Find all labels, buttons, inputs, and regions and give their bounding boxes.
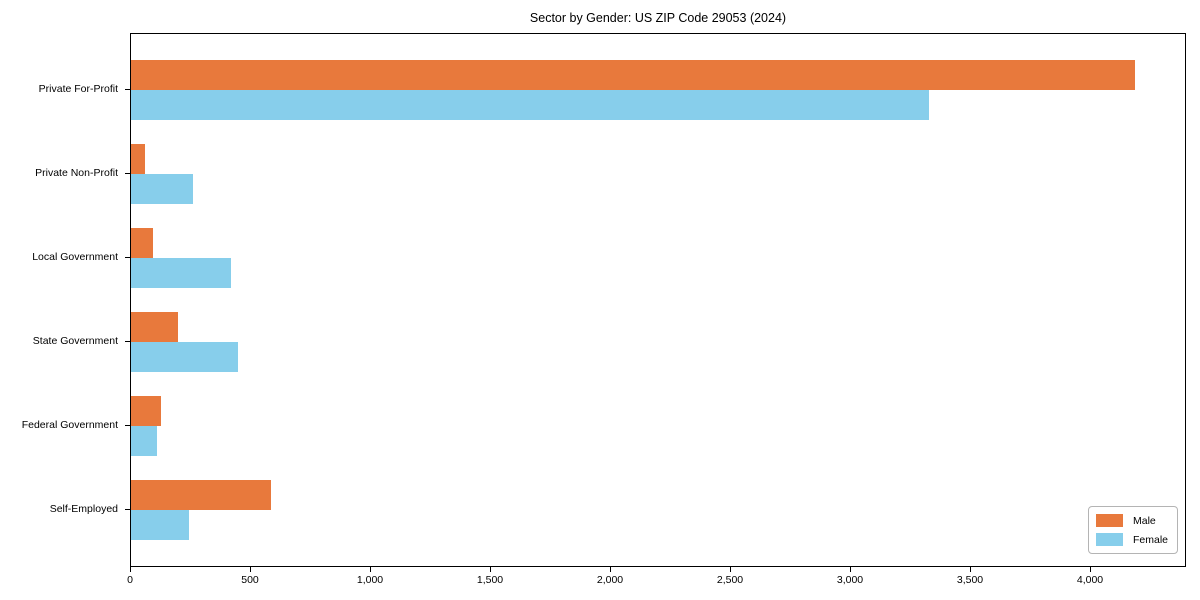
bar-female-2 xyxy=(131,258,231,288)
bar-female-5 xyxy=(131,510,189,540)
x-axis-tick-label-0: 0 xyxy=(127,574,133,586)
y-axis-label-0: Private For-Profit xyxy=(38,83,118,95)
legend-label-male: Male xyxy=(1133,514,1156,527)
bar-female-4 xyxy=(131,426,157,456)
bar-male-3 xyxy=(131,312,178,342)
legend: Male Female xyxy=(1088,506,1178,554)
x-tick-mark xyxy=(249,567,251,572)
x-axis-tick-label-2: 1,000 xyxy=(356,574,384,586)
x-axis-tick-label-7: 3,500 xyxy=(956,574,984,586)
x-axis-tick-label-4: 2,000 xyxy=(596,574,624,586)
legend-label-female: Female xyxy=(1133,533,1169,546)
y-axis-label-2: Local Government xyxy=(32,251,118,263)
x-tick-mark xyxy=(969,567,971,572)
x-tick-mark xyxy=(729,567,731,572)
x-axis-tick-label-5: 2,500 xyxy=(716,574,744,586)
y-tick-mark xyxy=(125,424,130,426)
x-axis-tick-label-6: 3,000 xyxy=(836,574,864,586)
male-color-swatch xyxy=(1096,514,1123,527)
female-color-swatch xyxy=(1096,533,1123,546)
bar-female-1 xyxy=(131,174,193,204)
x-axis-tick-label-8: 4,000 xyxy=(1076,574,1104,586)
bar-female-3 xyxy=(131,342,238,372)
y-tick-mark xyxy=(125,88,130,90)
chart-title: Sector by Gender: US ZIP Code 29053 (202… xyxy=(529,11,787,25)
y-tick-mark xyxy=(125,340,130,342)
bar-male-0 xyxy=(131,60,1135,90)
legend-item-male: Male xyxy=(1096,513,1169,528)
y-axis-label-5: Self-Employed xyxy=(49,503,118,515)
x-tick-mark xyxy=(369,567,371,572)
bar-female-0 xyxy=(131,90,929,120)
y-tick-mark xyxy=(125,172,130,174)
x-axis-tick-label-1: 500 xyxy=(241,574,259,586)
bar-male-1 xyxy=(131,144,145,174)
x-tick-mark xyxy=(1089,567,1091,572)
x-tick-mark xyxy=(609,567,611,572)
y-axis-label-1: Private Non-Profit xyxy=(35,167,118,179)
y-tick-mark xyxy=(125,508,130,510)
bar-male-5 xyxy=(131,480,271,510)
y-axis-label-3: State Government xyxy=(32,335,118,347)
bar-male-4 xyxy=(131,396,161,426)
x-tick-mark xyxy=(129,567,131,572)
y-tick-mark xyxy=(125,256,130,258)
plot-area xyxy=(130,33,1186,567)
y-axis-label-4: Federal Government xyxy=(21,419,118,431)
x-tick-mark xyxy=(849,567,851,572)
legend-item-female: Female xyxy=(1096,532,1169,547)
bar-male-2 xyxy=(131,228,153,258)
x-axis-tick-label-3: 1,500 xyxy=(476,574,504,586)
x-tick-mark xyxy=(489,567,491,572)
